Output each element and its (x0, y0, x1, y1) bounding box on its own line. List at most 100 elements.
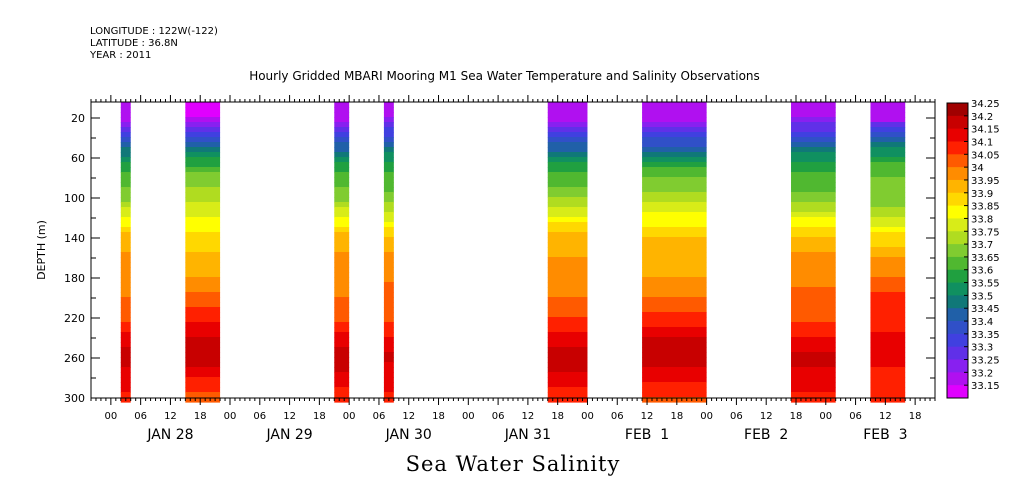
salinity-cell (791, 332, 836, 338)
salinity-cell (383, 132, 394, 138)
salinity-cell (547, 152, 588, 158)
colorbar-label: 33.9 (971, 189, 993, 200)
y-tick-label: 100 (64, 192, 85, 205)
salinity-cell (642, 287, 707, 293)
salinity-cell (870, 267, 906, 273)
salinity-cell (547, 267, 588, 273)
salinity-cell (642, 157, 707, 163)
salinity-cell (185, 287, 221, 293)
salinity-cell (791, 277, 836, 283)
salinity-cell (642, 102, 707, 108)
salinity-cell (334, 107, 350, 113)
salinity-cell (383, 122, 394, 128)
salinity-cell (791, 292, 836, 298)
salinity-cell (383, 372, 394, 378)
salinity-cell (185, 392, 221, 398)
salinity-cell (120, 127, 131, 133)
salinity-cell (642, 197, 707, 203)
colorbar-swatch (947, 128, 968, 142)
salinity-cell (791, 102, 836, 108)
colorbar-label: 33.65 (971, 253, 1000, 264)
salinity-cell (791, 112, 836, 118)
longitude-label: LONGITUDE : 122W(-122) (90, 26, 218, 37)
salinity-cell (120, 237, 131, 243)
salinity-cell (383, 192, 394, 198)
salinity-cell (185, 137, 221, 143)
colorbar-label: 33.45 (971, 304, 1000, 315)
y-tick-label: 220 (64, 312, 85, 325)
salinity-cell (547, 247, 588, 253)
salinity-cell (870, 212, 906, 218)
salinity-cell (383, 197, 394, 203)
salinity-cell (383, 252, 394, 258)
x-tick-label: 18 (432, 411, 445, 422)
salinity-cell (642, 267, 707, 273)
salinity-cell (185, 242, 221, 248)
salinity-cell (547, 312, 588, 318)
salinity-cell (642, 317, 707, 323)
salinity-cell (120, 257, 131, 263)
salinity-cell (334, 312, 350, 318)
x-tick-label: 18 (909, 411, 922, 422)
salinity-cell (642, 387, 707, 393)
salinity-cell (547, 232, 588, 238)
data-segment-6 (791, 102, 836, 403)
salinity-cell (791, 272, 836, 278)
colorbar-label: 33.7 (971, 240, 993, 251)
salinity-cell (547, 167, 588, 173)
salinity-cell (383, 352, 394, 358)
salinity-cell (642, 237, 707, 243)
salinity-cell (120, 382, 131, 388)
salinity-cell (642, 222, 707, 228)
salinity-cell (383, 102, 394, 108)
salinity-cell (642, 332, 707, 338)
salinity-cell (870, 112, 906, 118)
salinity-cell (870, 292, 906, 298)
salinity-cell (642, 187, 707, 193)
salinity-cell (791, 192, 836, 198)
salinity-cell (870, 242, 906, 248)
salinity-cell (334, 272, 350, 278)
salinity-cell (334, 382, 350, 388)
x-day-label: JAN 29 (265, 427, 312, 443)
salinity-cell (185, 307, 221, 313)
salinity-cell (791, 297, 836, 303)
salinity-cell (120, 342, 131, 348)
salinity-cell (870, 122, 906, 128)
colorbar-label: 33.35 (971, 330, 1000, 341)
salinity-cell (120, 217, 131, 223)
salinity-cell (547, 127, 588, 133)
data-segment-2 (334, 102, 350, 403)
salinity-cell (383, 182, 394, 188)
salinity-cell (334, 217, 350, 223)
salinity-cell (334, 157, 350, 163)
salinity-cell (791, 227, 836, 233)
salinity-cell (547, 337, 588, 343)
salinity-cell (185, 162, 221, 168)
salinity-cell (334, 232, 350, 238)
salinity-cell (120, 322, 131, 328)
salinity-cell (185, 257, 221, 263)
salinity-cell (185, 197, 221, 203)
salinity-cell (185, 262, 221, 268)
salinity-cell (870, 227, 906, 233)
salinity-cell (383, 337, 394, 343)
salinity-cell (185, 212, 221, 218)
salinity-cell (642, 297, 707, 303)
salinity-cell (870, 157, 906, 163)
salinity-cell (185, 322, 221, 328)
salinity-cell (642, 232, 707, 238)
colorbar-swatch (947, 115, 968, 130)
salinity-cell (547, 297, 588, 303)
salinity-cell (334, 257, 350, 263)
salinity-cell (547, 352, 588, 358)
salinity-cell (185, 122, 221, 128)
salinity-cell (791, 252, 836, 258)
salinity-cell (547, 172, 588, 178)
salinity-cell (791, 382, 836, 388)
salinity-cell (383, 332, 394, 338)
salinity-cell (120, 212, 131, 218)
salinity-cell (642, 372, 707, 378)
colorbar-label: 34.15 (971, 125, 1000, 136)
